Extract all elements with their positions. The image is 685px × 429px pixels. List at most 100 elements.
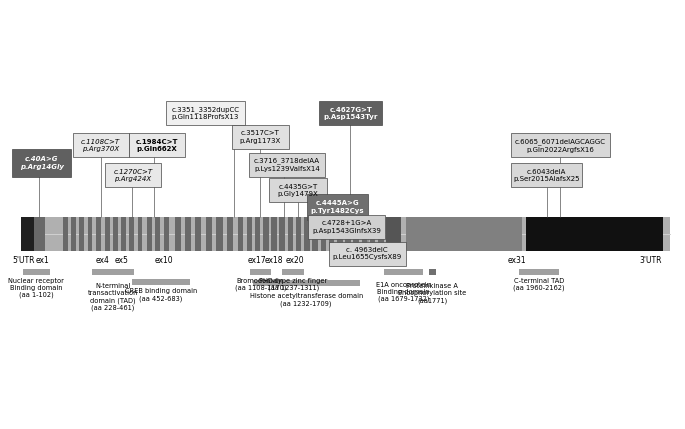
Text: c.3517C>T
p.Arg1173X: c.3517C>T p.Arg1173X [240, 130, 281, 144]
Bar [282, 269, 304, 275]
Text: Nuclear receptor
Binding domain
(aa 1-102): Nuclear receptor Binding domain (aa 1-10… [8, 278, 64, 299]
Bar [429, 269, 436, 275]
Bar [147, 217, 152, 251]
Bar [250, 269, 271, 275]
Bar [526, 217, 663, 251]
Bar [129, 217, 134, 251]
Text: c.3716_3718delAA
p.Lys1239ValfsX14: c.3716_3718delAA p.Lys1239ValfsX14 [254, 157, 320, 172]
Text: E1A oncoprotein
Binding domain
(aa 1679-1732): E1A oncoprotein Binding domain (aa 1679-… [376, 282, 431, 302]
Text: ex30: ex30 [374, 256, 393, 265]
FancyBboxPatch shape [329, 242, 406, 266]
Bar [519, 269, 559, 275]
Text: 3'UTR: 3'UTR [640, 256, 662, 265]
Bar [337, 217, 342, 251]
Bar [279, 217, 285, 251]
Text: c.4445A>G
p.Tyr1482Cys: c.4445A>G p.Tyr1482Cys [310, 200, 364, 214]
Text: CREB binding domain
(aa 452-683): CREB binding domain (aa 452-683) [125, 288, 197, 302]
Bar [304, 217, 310, 251]
Text: Histone acetyltransferase domain
(aa 1232-1709): Histone acetyltransferase domain (aa 123… [249, 293, 363, 307]
Bar [253, 280, 360, 286]
Bar [132, 279, 190, 285]
Bar [247, 217, 252, 251]
Text: ex4: ex4 [96, 256, 110, 265]
Bar [105, 217, 110, 251]
Bar [345, 217, 351, 251]
Text: c.4627G>T
p.Asp1543Tyr: c.4627G>T p.Asp1543Tyr [323, 106, 378, 120]
Text: c.3351_3352dupCC
p.Gln1118ProfsX13: c.3351_3352dupCC p.Gln1118ProfsX13 [171, 106, 240, 121]
Text: c.4728+1G>A
p.Asp1543GlnfsX39: c.4728+1G>A p.Asp1543GlnfsX39 [312, 220, 381, 234]
Bar [79, 217, 84, 251]
Bar [238, 217, 243, 251]
Bar [321, 217, 326, 251]
FancyBboxPatch shape [308, 215, 385, 239]
Text: Bromodomain
(aa 1108-1170): Bromodomain (aa 1108-1170) [234, 278, 286, 291]
Bar [34, 217, 45, 251]
Text: c.4435G>T
p.Gly1479X: c.4435G>T p.Gly1479X [277, 184, 319, 197]
Bar [271, 217, 277, 251]
Bar [296, 217, 301, 251]
Bar [263, 217, 269, 251]
Bar [384, 269, 423, 275]
Text: ex18: ex18 [264, 256, 284, 265]
Bar [353, 217, 359, 251]
Text: c.1270C>T
p.Arg424X: c.1270C>T p.Arg424X [113, 169, 153, 182]
Bar [227, 217, 233, 251]
Text: c.6043delA
p.Ser2015AlafsX25: c.6043delA p.Ser2015AlafsX25 [513, 169, 580, 182]
Text: Proteinkinase A
Phosphorylation site
(aa1771): Proteinkinase A Phosphorylation site (aa… [398, 283, 466, 304]
FancyBboxPatch shape [232, 125, 289, 149]
Text: ex20: ex20 [285, 256, 304, 265]
Bar [370, 217, 375, 251]
Bar [312, 217, 318, 251]
Bar [329, 217, 334, 251]
FancyBboxPatch shape [511, 163, 582, 187]
Text: ex28: ex28 [352, 256, 371, 265]
Bar [71, 217, 76, 251]
Text: C-terminal TAD
(aa 1960-2162): C-terminal TAD (aa 1960-2162) [513, 278, 565, 291]
FancyBboxPatch shape [319, 101, 382, 125]
Text: c. 4963delC
p.Leu1655CysfsX89: c. 4963delC p.Leu1655CysfsX89 [332, 247, 402, 260]
FancyBboxPatch shape [249, 153, 325, 177]
Bar [92, 269, 134, 275]
Bar [23, 269, 50, 275]
Bar [386, 217, 401, 251]
Text: N-terminal
transactivation
domain (TAD)
(aa 228-461): N-terminal transactivation domain (TAD) … [88, 283, 138, 311]
Bar [288, 217, 293, 251]
Bar [113, 217, 118, 251]
Bar [164, 217, 169, 251]
Bar [63, 217, 68, 251]
Text: c.40A>G
p.Arg14Gly: c.40A>G p.Arg14Gly [20, 156, 64, 170]
Text: ex5: ex5 [115, 256, 129, 265]
FancyBboxPatch shape [307, 194, 368, 220]
Bar [255, 217, 260, 251]
Text: PHD-type zinc finger
(aa 1237-1311): PHD-type zinc finger (aa 1237-1311) [259, 278, 327, 291]
Bar [378, 217, 384, 251]
FancyBboxPatch shape [105, 163, 161, 187]
FancyBboxPatch shape [12, 149, 71, 177]
Text: ex10: ex10 [155, 256, 174, 265]
Text: 5'UTR: 5'UTR [13, 256, 35, 265]
Bar [138, 217, 142, 251]
Bar [206, 217, 212, 251]
Bar [175, 217, 181, 251]
Text: c.6065_6071delAGCAGGC
p.Gln2022ArgfsX16: c.6065_6071delAGCAGGC p.Gln2022ArgfsX16 [515, 138, 606, 153]
Bar [216, 217, 223, 251]
Bar [21, 217, 34, 251]
Text: ex31: ex31 [508, 256, 527, 265]
FancyBboxPatch shape [129, 133, 185, 157]
Text: c.1984C>T
p.Gln662X: c.1984C>T p.Gln662X [136, 139, 178, 152]
Bar [121, 217, 126, 251]
Bar [195, 217, 201, 251]
Bar [21, 217, 670, 251]
Text: ex17: ex17 [247, 256, 266, 265]
Text: c.1108C>T
p.Arg370X: c.1108C>T p.Arg370X [81, 139, 121, 152]
FancyBboxPatch shape [73, 133, 129, 157]
FancyBboxPatch shape [269, 178, 327, 202]
Text: ex1: ex1 [36, 256, 49, 265]
FancyBboxPatch shape [511, 133, 610, 157]
Bar [185, 217, 191, 251]
FancyBboxPatch shape [166, 101, 245, 125]
Bar [362, 217, 367, 251]
Bar [155, 217, 160, 251]
Bar [406, 217, 522, 251]
Bar [88, 217, 92, 251]
